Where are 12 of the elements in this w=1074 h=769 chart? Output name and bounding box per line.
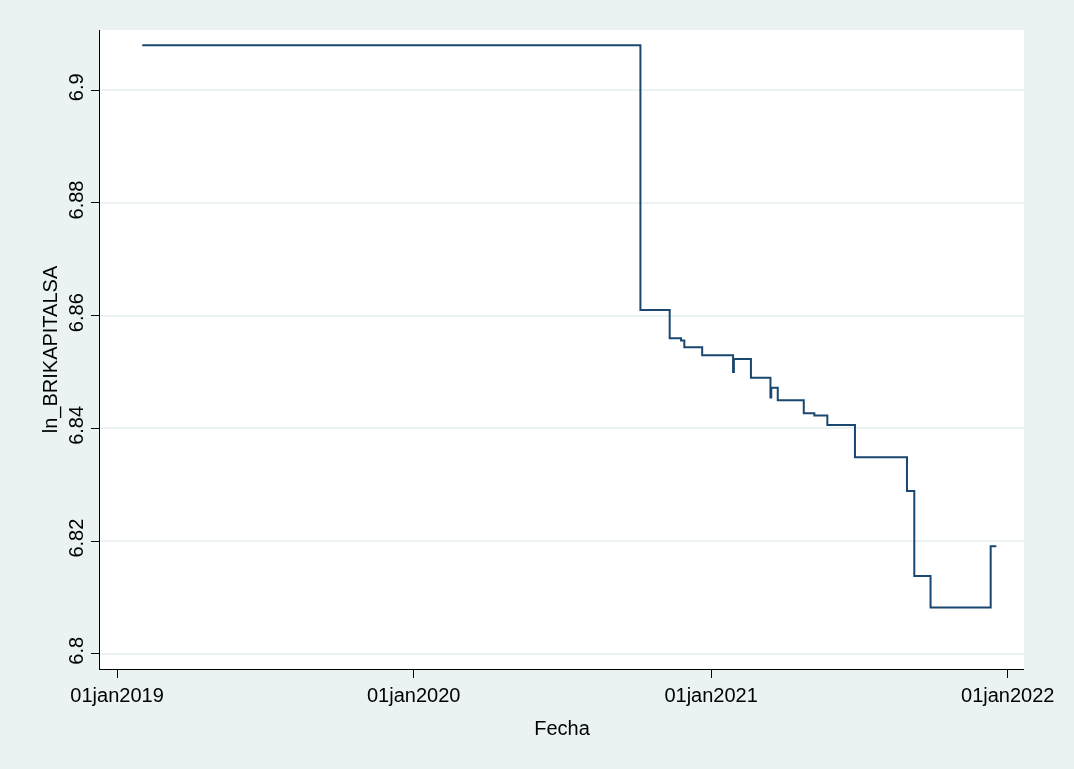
x-axis-title: Fecha (534, 716, 591, 739)
x-tick-label: 01jan2022 (961, 684, 1055, 706)
x-tick-label: 01jan2020 (366, 684, 461, 706)
y-tick-label: 6.82 (65, 518, 87, 558)
y-tick-label: 6.9 (65, 73, 87, 102)
y-tick-label: 6.86 (65, 293, 87, 333)
y-axis-title: ln_BRIKAPITALSA (38, 265, 62, 434)
y-tick-label: 6.8 (65, 636, 87, 665)
y-tick-label: 6.88 (65, 180, 87, 220)
y-tick-label: 6.84 (65, 405, 87, 445)
x-tick-label: 01jan2019 (70, 684, 164, 706)
x-tick-label: 01jan2021 (664, 684, 758, 706)
